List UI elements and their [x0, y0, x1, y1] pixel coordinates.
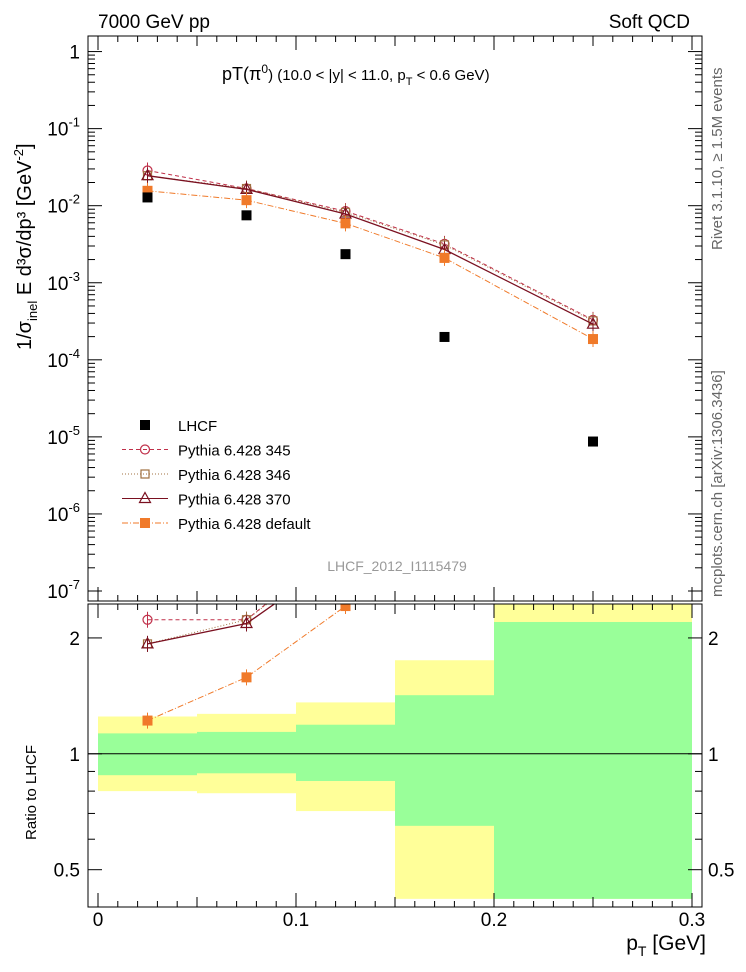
analysis-watermark: LHCF_2012_I1115479 — [327, 558, 467, 574]
main-point-p370 — [140, 168, 155, 181]
ratio-point-p370 — [340, 548, 351, 558]
ratio-point-pdef — [340, 604, 351, 612]
legend-marker-p346 — [140, 469, 150, 479]
x-tick-label: 0 — [93, 910, 104, 931]
main-y-axis-label: 1/σinel E d³σ/dp³ [GeV-2] — [11, 143, 40, 350]
ratio-point-p370 — [439, 311, 450, 321]
x-axis-label: pT [GeV] — [626, 932, 706, 959]
x-tick-label: 0.3 — [679, 910, 705, 931]
ratio-series — [140, 141, 599, 729]
ratio-line-p345 — [147, 604, 267, 621]
ratio-band-inner — [296, 724, 395, 781]
main-point-p370 — [586, 316, 600, 329]
header-left: 7000 GeV pp — [98, 12, 210, 33]
legend-marker-p370 — [138, 491, 152, 504]
ratio-point-p345 — [440, 286, 449, 295]
ratio-tick-label-left: 0.5 — [54, 861, 80, 882]
legend-label-data: LHCF — [178, 418, 217, 435]
ratio-band-inner — [197, 731, 296, 774]
main-point-data — [241, 210, 252, 221]
main-point-data — [142, 192, 153, 203]
y-tick-label: 10-6 — [47, 500, 80, 526]
ratio-point-p370 — [588, 163, 599, 173]
ratio-point-p370 — [239, 616, 254, 629]
y-tick-label: 10-7 — [47, 577, 80, 603]
ratio-band-inner — [494, 621, 692, 899]
ratio-point-p346 — [342, 540, 350, 548]
ratio-uncertainty-bands — [88, 604, 702, 899]
main-point-pdef — [588, 334, 598, 345]
ratio-point-p345 — [589, 141, 598, 150]
main-point-data — [340, 249, 351, 260]
plot-title: pT(π0) (10.0 < |y| < 11.0, pT < 0.6 GeV) — [222, 62, 490, 88]
main-point-data — [439, 331, 450, 342]
ratio-band-inner — [395, 695, 494, 826]
main-point-pdef — [142, 185, 153, 196]
legend-label-p345: Pythia 6.428 345 — [178, 443, 291, 460]
side-label-rivet: Rivet 3.1.10, ≥ 1.5M events — [709, 68, 726, 251]
legend-label-p346: Pythia 6.428 346 — [178, 467, 291, 484]
legend-marker-data — [140, 420, 150, 430]
y-tick-label: 10-4 — [47, 346, 80, 372]
legend-marker-pdef — [140, 518, 150, 528]
main-line-pdef — [147, 190, 594, 340]
x-tick-label: 0.1 — [283, 910, 309, 931]
ratio-point-p345 — [142, 614, 153, 625]
legend-label-p370: Pythia 6.428 370 — [178, 492, 291, 509]
ratio-y-axis-label: Ratio to LHCF — [23, 745, 40, 840]
main-point-pdef — [340, 218, 351, 229]
ratio-tick-label-left: 1 — [69, 745, 80, 766]
y-tick-label: 10-5 — [47, 423, 80, 449]
ratio-point-pdef — [142, 715, 153, 726]
side-label-mcplots: mcplots.cern.ch [arXiv:1306.3436] — [709, 370, 726, 597]
ratio-tick-label-right: 0.5 — [708, 861, 734, 882]
axes: 1 10-1 10-2 10-3 10-4 10-5 10-6 10-7 2 2 1 1 0.5 0.5 0… — [47, 35, 734, 931]
header-right: Soft QCD — [609, 12, 690, 33]
ratio-tick-label-right: 2 — [708, 629, 719, 650]
ratio-point-p370 — [140, 636, 155, 649]
ratio-point-p346 — [589, 146, 597, 154]
x-tick-label: 0.2 — [481, 910, 507, 931]
ratio-point-p345 — [341, 535, 350, 544]
legend-marker-p345 — [139, 444, 151, 455]
ratio-point-pdef — [588, 240, 598, 250]
ratio-point-pdef — [440, 354, 450, 364]
y-tick-label: 10-1 — [47, 115, 80, 141]
ratio-tick-label-left: 2 — [69, 629, 80, 650]
legend: LHCF Pythia 6.428 345 Pythia 6.428 346 Pyth… — [122, 418, 311, 533]
main-line-p370 — [147, 175, 594, 325]
main-point-pdef — [439, 252, 450, 263]
ratio-tick-label-right: 1 — [708, 745, 719, 766]
y-tick-label: 10-3 — [47, 269, 80, 295]
legend-label-pdef: Pythia 6.428 default — [178, 516, 311, 533]
main-point-pdef — [241, 195, 252, 206]
ratio-line-p370 — [147, 604, 276, 645]
ratio-point-pdef — [241, 672, 252, 683]
main-point-data — [588, 436, 598, 447]
ratio-point-p346 — [441, 292, 449, 300]
main-line-p345 — [147, 170, 594, 321]
main-series — [140, 162, 600, 447]
y-tick-label: 10-2 — [47, 192, 80, 218]
y-tick-label: 1 — [69, 43, 80, 64]
